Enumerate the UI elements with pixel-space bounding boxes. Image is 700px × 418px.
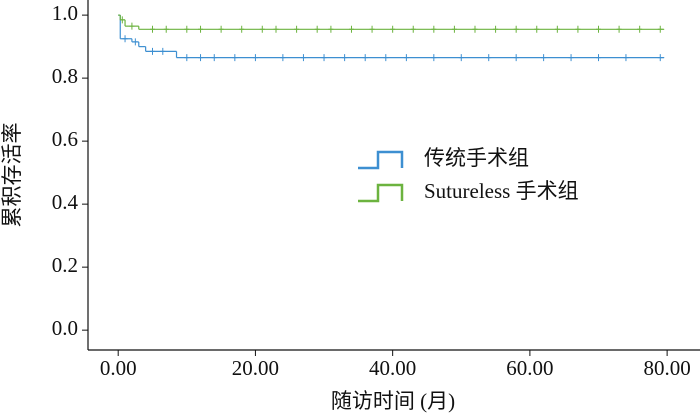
censor-mark [451, 25, 457, 33]
censor-mark [554, 25, 560, 33]
y-tick-label: 0.2 [52, 253, 78, 277]
censor-mark [163, 25, 169, 33]
censor-mark [294, 25, 300, 33]
censor-mark [342, 54, 348, 62]
censor-mark [472, 25, 478, 33]
censor-mark [410, 25, 416, 33]
censor-mark [534, 25, 540, 33]
censor-mark [232, 54, 238, 62]
censor-mark [403, 54, 409, 62]
censor-mark [259, 25, 265, 33]
censor-mark [513, 25, 519, 33]
legend-swatch [358, 183, 404, 203]
censor-mark [390, 25, 396, 33]
y-tick-label: 0.0 [52, 316, 78, 340]
censor-mark [362, 54, 368, 62]
censor-mark [431, 54, 437, 62]
censor-mark [218, 25, 224, 33]
censor-mark [198, 54, 204, 62]
censor-mark [122, 35, 128, 43]
censor-mark [129, 22, 135, 30]
y-axis-label: 累积存活率 [0, 123, 24, 228]
step-end [663, 28, 665, 30]
censor-mark [637, 25, 643, 33]
censor-mark [493, 25, 499, 33]
y-tick-label: 1.0 [52, 1, 78, 25]
censor-mark [568, 54, 574, 62]
x-tick-label: 0.00 [100, 356, 137, 380]
y-tick-label: 0.6 [52, 127, 78, 151]
censor-mark [513, 54, 519, 62]
y-tick-label: 0.4 [52, 190, 79, 214]
censor-mark [132, 38, 138, 46]
censor-mark [252, 54, 258, 62]
censor-mark [541, 54, 547, 62]
censor-mark [623, 54, 629, 62]
censor-mark [211, 54, 217, 62]
censor-mark [149, 25, 155, 33]
censor-mark [348, 25, 354, 33]
censor-mark [184, 25, 190, 33]
censor-mark [149, 47, 155, 55]
censor-mark [273, 25, 279, 33]
censor-mark [575, 25, 581, 33]
censor-mark [321, 54, 327, 62]
legend-label: 传统手术组 [424, 146, 529, 170]
censor-mark [184, 54, 190, 62]
censor-mark [369, 25, 375, 33]
censor-mark [328, 25, 334, 33]
step-end [663, 57, 665, 59]
censor-mark [160, 47, 166, 55]
y-tick-label: 0.8 [52, 64, 78, 88]
censor-mark [198, 25, 204, 33]
censor-mark [596, 25, 602, 33]
legend-label: Sutureless 手术组 [424, 179, 579, 203]
censor-mark [383, 54, 389, 62]
censor-mark [239, 25, 245, 33]
censor-mark [596, 54, 602, 62]
censor-mark [300, 54, 306, 62]
censor-mark [657, 25, 663, 33]
censor-mark [280, 54, 286, 62]
legend-swatch [358, 150, 404, 170]
x-tick-label: 60.00 [506, 356, 553, 380]
censor-mark [431, 25, 437, 33]
censor-mark [657, 54, 663, 62]
x-tick-label: 20.00 [232, 356, 279, 380]
censor-mark [616, 25, 622, 33]
censor-mark [119, 16, 125, 24]
censor-mark [458, 54, 464, 62]
censor-mark [314, 25, 320, 33]
x-axis-label: 随访时间 (月) [331, 389, 455, 413]
censor-mark [486, 54, 492, 62]
x-tick-label: 80.00 [643, 356, 690, 380]
x-tick-label: 40.00 [369, 356, 416, 380]
